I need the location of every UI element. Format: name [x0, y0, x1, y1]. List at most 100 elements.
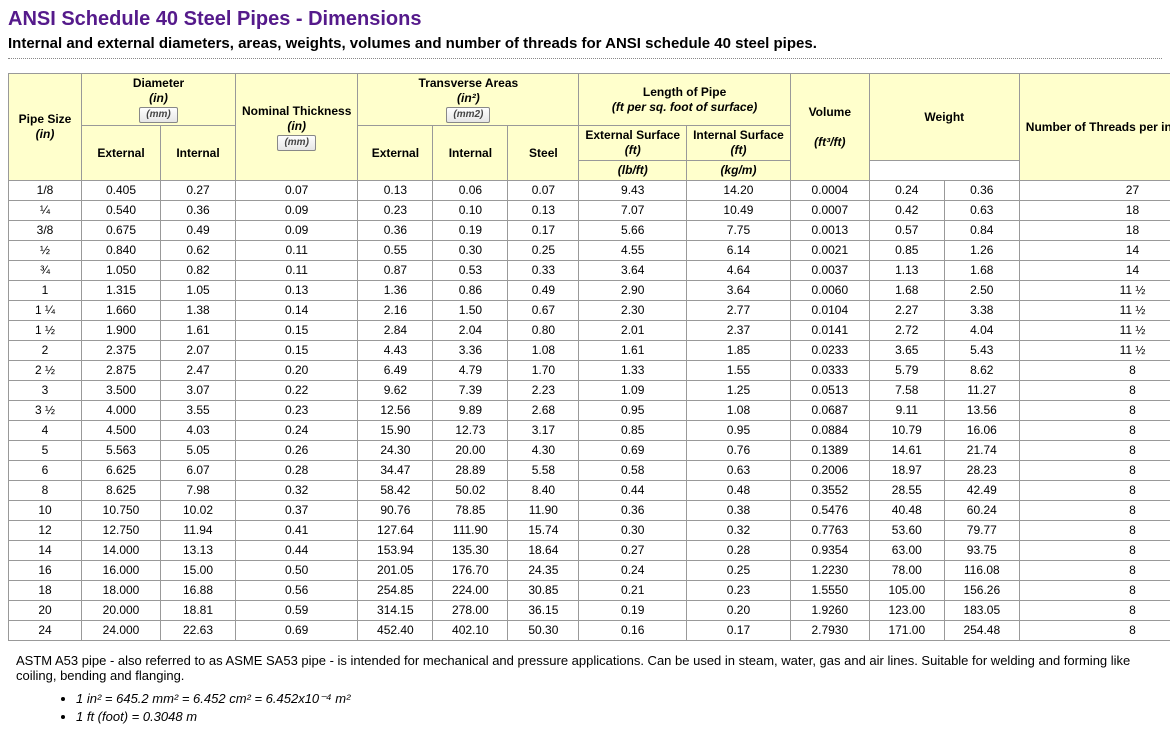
- table-cell: 2.27: [869, 301, 944, 321]
- table-cell: 0.49: [161, 221, 236, 241]
- table-cell: 18.000: [82, 581, 161, 601]
- table-cell: 2.01: [579, 321, 687, 341]
- table-cell: 9.11: [869, 401, 944, 421]
- table-cell: 0.0013: [790, 221, 869, 241]
- table-header: Pipe Size (in) Diameter (in) (mm) Nomina…: [9, 74, 1170, 181]
- table-cell: 0.09: [236, 221, 358, 241]
- table-cell: 0.36: [358, 221, 433, 241]
- table-cell: 2.04: [433, 321, 508, 341]
- transverse-mm2-button[interactable]: (mm2): [446, 107, 490, 123]
- table-cell: 24.35: [508, 561, 579, 581]
- table-row: 1010.75010.020.3790.7678.8511.900.360.38…: [9, 501, 1170, 521]
- table-cell: 1.68: [944, 261, 1019, 281]
- table-cell: 0.48: [687, 481, 791, 501]
- table-cell: 153.94: [358, 541, 433, 561]
- table-cell: 135.30: [433, 541, 508, 561]
- table-cell: 0.49: [508, 281, 579, 301]
- table-cell: 0.16: [579, 621, 687, 641]
- diameter-mm-button[interactable]: (mm): [139, 107, 177, 123]
- table-cell: 78.85: [433, 501, 508, 521]
- table-cell: 5.43: [944, 341, 1019, 361]
- table-cell: 18: [1019, 221, 1170, 241]
- table-cell: 1.33: [579, 361, 687, 381]
- table-cell: 0.0037: [790, 261, 869, 281]
- lbft-label: (lb/ft): [618, 163, 648, 177]
- table-cell: 1.25: [687, 381, 791, 401]
- table-cell: 0.0513: [790, 381, 869, 401]
- table-cell: 11 ½: [1019, 281, 1170, 301]
- table-cell: 20.00: [433, 441, 508, 461]
- table-cell: 0.50: [236, 561, 358, 581]
- table-cell: 7.98: [161, 481, 236, 501]
- table-cell: ¾: [9, 261, 82, 281]
- table-body: 1/80.4050.270.070.130.060.079.4314.200.0…: [9, 181, 1170, 641]
- col-thickness: Nominal Thickness (in) (mm): [236, 74, 358, 181]
- table-cell: 3.64: [579, 261, 687, 281]
- table-cell: 8.625: [82, 481, 161, 501]
- table-cell: 0.86: [433, 281, 508, 301]
- table-cell: 1.38: [161, 301, 236, 321]
- table-row: 3 ½4.0003.550.2312.569.892.680.951.080.0…: [9, 401, 1170, 421]
- table-cell: 1.5550: [790, 581, 869, 601]
- table-cell: 18: [9, 581, 82, 601]
- table-row: 66.6256.070.2834.4728.895.580.580.630.20…: [9, 461, 1170, 481]
- table-cell: 11.90: [508, 501, 579, 521]
- table-cell: 15.90: [358, 421, 433, 441]
- table-cell: 0.36: [579, 501, 687, 521]
- table-cell: 14: [9, 541, 82, 561]
- conversion-item: 1 in² = 645.2 mm² = 6.452 cm² = 6.452x10…: [76, 691, 1162, 707]
- table-cell: 402.10: [433, 621, 508, 641]
- table-cell: 14.61: [869, 441, 944, 461]
- table-cell: 0.30: [579, 521, 687, 541]
- table-cell: 2.90: [579, 281, 687, 301]
- table-cell: 18.97: [869, 461, 944, 481]
- table-cell: 13.56: [944, 401, 1019, 421]
- col-diameter-ext: External: [82, 126, 161, 181]
- table-cell: 24: [9, 621, 82, 641]
- table-cell: 0.63: [944, 201, 1019, 221]
- table-cell: 5.79: [869, 361, 944, 381]
- kgm-label: (kg/m): [720, 163, 756, 177]
- table-cell: 0.07: [236, 181, 358, 201]
- ext-surface-label: External Surface: [585, 128, 680, 142]
- table-cell: 1.315: [82, 281, 161, 301]
- table-row: ¾1.0500.820.110.870.530.333.644.640.0037…: [9, 261, 1170, 281]
- table-cell: 58.42: [358, 481, 433, 501]
- thickness-unit: (in): [287, 119, 306, 133]
- table-row: 1818.00016.880.56254.85224.0030.850.210.…: [9, 581, 1170, 601]
- table-cell: 22.63: [161, 621, 236, 641]
- table-cell: 3.65: [869, 341, 944, 361]
- table-cell: 254.48: [944, 621, 1019, 641]
- table-row: 1616.00015.000.50201.05176.7024.350.240.…: [9, 561, 1170, 581]
- table-cell: 0.28: [236, 461, 358, 481]
- thickness-mm-button[interactable]: (mm): [277, 135, 315, 151]
- table-cell: 0.22: [236, 381, 358, 401]
- table-cell: 1 ¼: [9, 301, 82, 321]
- table-cell: 0.0233: [790, 341, 869, 361]
- table-cell: 4.03: [161, 421, 236, 441]
- table-cell: 4.55: [579, 241, 687, 261]
- table-cell: 21.74: [944, 441, 1019, 461]
- table-cell: 0.55: [358, 241, 433, 261]
- table-cell: 6: [9, 461, 82, 481]
- table-cell: 2.23: [508, 381, 579, 401]
- table-cell: 4.43: [358, 341, 433, 361]
- astm-note: ASTM A53 pipe - also referred to as ASME…: [16, 653, 1154, 683]
- table-cell: 2.72: [869, 321, 944, 341]
- table-cell: 9.89: [433, 401, 508, 421]
- length-label: Length of Pipe: [643, 85, 726, 99]
- table-cell: 14: [1019, 261, 1170, 281]
- page-title: ANSI Schedule 40 Steel Pipes - Dimension…: [8, 8, 1162, 31]
- table-cell: 171.00: [869, 621, 944, 641]
- table-cell: 16.88: [161, 581, 236, 601]
- table-cell: 0.23: [236, 401, 358, 421]
- table-cell: 6.625: [82, 461, 161, 481]
- table-cell: 0.36: [944, 181, 1019, 201]
- table-cell: 8.62: [944, 361, 1019, 381]
- table-cell: 0.44: [579, 481, 687, 501]
- table-cell: 0.38: [687, 501, 791, 521]
- table-cell: 0.42: [869, 201, 944, 221]
- table-cell: 8.40: [508, 481, 579, 501]
- table-cell: 2 ½: [9, 361, 82, 381]
- table-cell: 0.13: [358, 181, 433, 201]
